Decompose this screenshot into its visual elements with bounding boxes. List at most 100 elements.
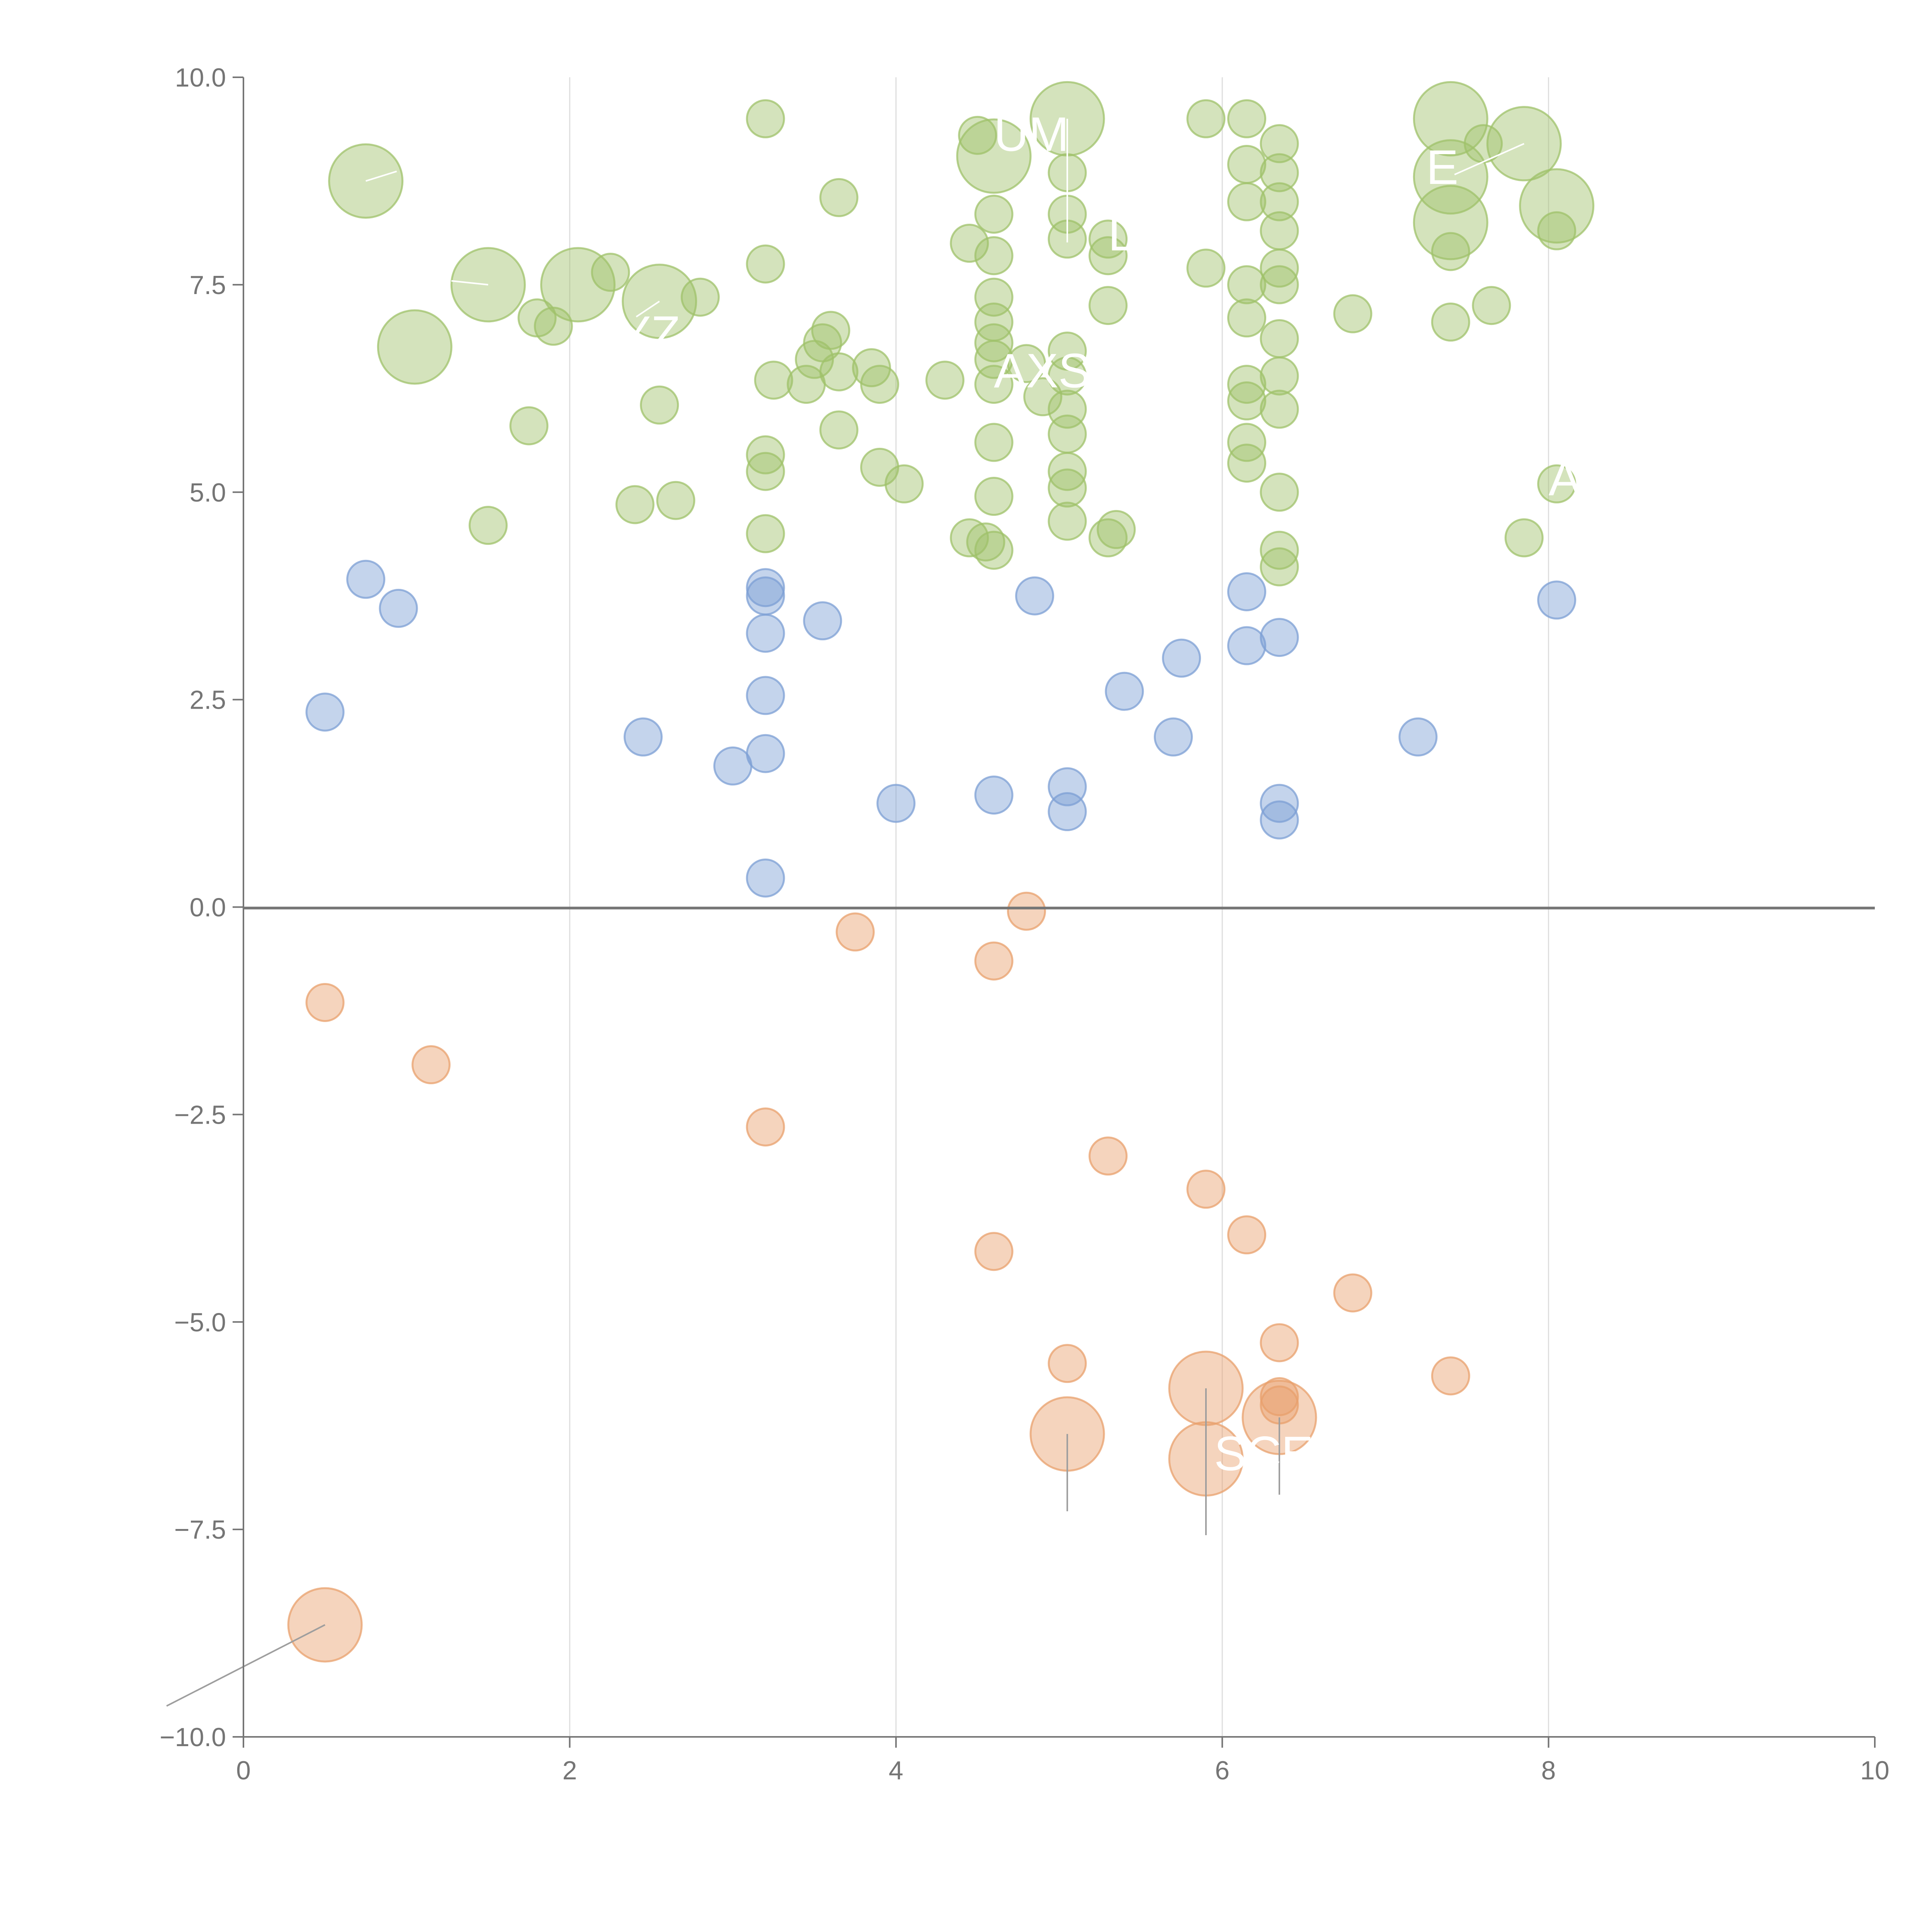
green-bubble (746, 435, 785, 474)
green-bubble (1048, 414, 1087, 454)
green-bubble (1227, 365, 1267, 404)
green-bubble (1227, 99, 1267, 138)
green-bubble (1260, 319, 1299, 358)
blue-bubble (974, 776, 1014, 815)
leader-line (451, 280, 488, 286)
bubbles (287, 81, 1595, 1663)
green-bubble (1260, 211, 1299, 250)
green-bubble (754, 361, 793, 400)
green-bubble (974, 423, 1014, 462)
blue-bubble (876, 784, 916, 823)
green-bubble (1007, 344, 1046, 383)
y-tick-label: −10.0 (160, 1723, 226, 1752)
y-tick-label: −5.0 (174, 1308, 226, 1337)
green-bubble (950, 224, 989, 263)
green-bubble (1048, 468, 1087, 508)
blue-bubble (746, 734, 785, 773)
blue-bubble (713, 746, 753, 786)
green-bubble (958, 116, 997, 155)
green-bubble (819, 352, 859, 391)
green-bubble (1260, 389, 1299, 429)
green-bubble (1227, 145, 1267, 184)
green-bubble (746, 244, 785, 284)
y-tick-label: 0.0 (189, 893, 226, 922)
blue-bubble (1537, 580, 1577, 620)
green-bubble (1504, 518, 1544, 558)
blue-bubble (623, 717, 663, 757)
x-tick-label: 10 (1860, 1756, 1889, 1785)
y-tick-label: −2.5 (174, 1100, 226, 1129)
green-bubble (1260, 531, 1299, 570)
blue-bubble (1162, 638, 1201, 678)
green-bubble (860, 447, 900, 487)
green-bubble (860, 365, 900, 404)
orange-bubble (1260, 1377, 1299, 1417)
green-bubble (746, 452, 785, 491)
axes (243, 77, 1875, 1738)
leader-line (166, 1624, 326, 1707)
green-bubble (746, 99, 785, 138)
green-bubble (1227, 265, 1267, 304)
green-bubble (591, 253, 630, 292)
orange-bubble (974, 941, 1014, 981)
green-bubble (1431, 232, 1470, 271)
green-bubble (1260, 547, 1299, 587)
green-bubble (974, 236, 1014, 276)
green-bubble (377, 309, 452, 385)
orange-bubble (1431, 1356, 1470, 1396)
blue-bubble (1154, 717, 1193, 757)
green-bubble (974, 531, 1014, 570)
green-bubble (640, 385, 679, 425)
green-bubble (1048, 356, 1087, 396)
green-bubble (1227, 182, 1267, 221)
green-bubble (974, 194, 1014, 234)
orange-bubble (1186, 1170, 1226, 1209)
blue-bubble (746, 576, 785, 616)
green-bubble (615, 485, 655, 524)
green-bubble (1227, 381, 1267, 421)
green-bubble (540, 247, 616, 323)
green-bubble (1260, 473, 1299, 512)
label-leader-lines (166, 119, 1525, 1707)
blue-bubble (305, 692, 345, 732)
point-label: A (1549, 452, 1581, 506)
orange-bubble (835, 912, 875, 952)
blue-bubble (1398, 717, 1438, 757)
blue-bubble (746, 858, 785, 898)
green-bubble (950, 518, 989, 558)
green-bubble (1088, 286, 1128, 325)
orange-bubble (1333, 1273, 1372, 1313)
orange-bubble (1007, 891, 1046, 931)
green-bubble (1260, 265, 1299, 304)
blue-bubble (746, 676, 785, 715)
green-bubble (974, 323, 1014, 362)
green-bubble (656, 481, 696, 520)
y-tick-label: 2.5 (189, 685, 226, 715)
green-bubble (1413, 81, 1488, 156)
orange-bubble (1088, 1136, 1128, 1176)
blue-bubble (746, 614, 785, 653)
green-bubble (1227, 423, 1267, 462)
leader-line (1454, 143, 1525, 175)
green-bubble (974, 476, 1014, 516)
blue-bubble (1105, 672, 1144, 711)
leader-line (366, 170, 397, 182)
point-label: UM (994, 107, 1069, 161)
point-labels: UM E YZ L AXS A SCE (619, 107, 1581, 1481)
blue-bubble (1227, 626, 1267, 665)
green-bubble (956, 118, 1032, 194)
x-tick-label: 0 (236, 1756, 251, 1785)
green-bubble (1097, 510, 1136, 549)
y-tick-label: −7.5 (174, 1515, 226, 1544)
green-bubble (925, 361, 964, 400)
x-tick-label: 4 (889, 1756, 903, 1785)
axis-ticks: 0 2 4 6 8 10 10.0 7.5 5.0 2.5 0.0 −2.5 −5.0 −7.5 −10.0 (160, 63, 1889, 1785)
point-label: E (1426, 141, 1458, 194)
green-bubble (811, 311, 850, 350)
orange-bubble (746, 1107, 785, 1147)
point-label: YZ (619, 307, 680, 361)
green-bubble (884, 464, 924, 503)
blue-bubble (746, 568, 785, 607)
point-label: AXS (994, 344, 1090, 398)
